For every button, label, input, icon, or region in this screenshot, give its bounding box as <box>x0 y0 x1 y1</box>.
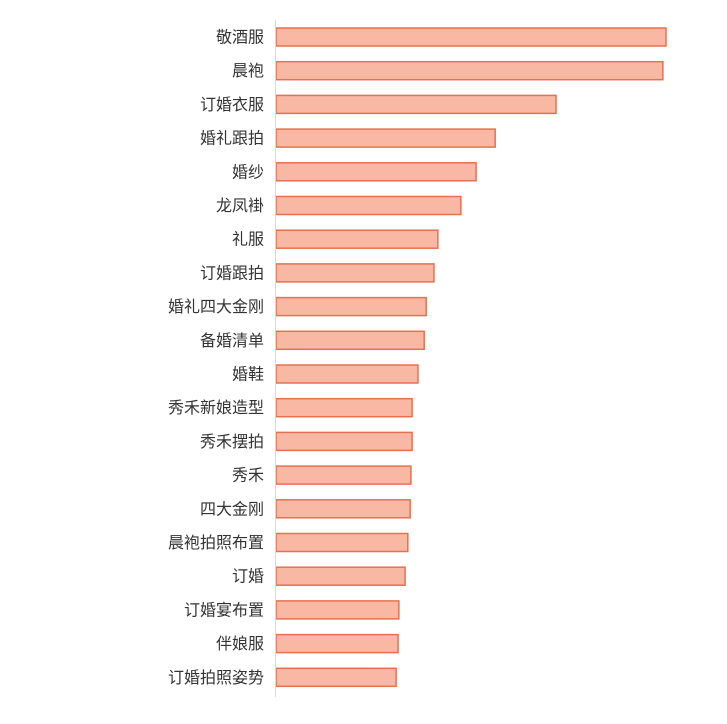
category-label: 婚礼跟拍 <box>200 129 264 148</box>
bar <box>275 60 664 81</box>
category-label: 龙凤褂 <box>216 196 264 215</box>
bar <box>275 195 462 216</box>
bar <box>275 296 427 317</box>
category-label: 晨袍拍照布置 <box>168 533 264 552</box>
category-label: 婚礼四大金刚 <box>168 297 264 316</box>
category-label: 伴娘服 <box>216 634 264 653</box>
bar <box>275 600 400 620</box>
category-label: 订婚宴布置 <box>184 600 264 619</box>
category-labels-layer: 敬酒服晨袍订婚衣服婚礼跟拍婚纱龙凤褂礼服订婚跟拍婚礼四大金刚备婚清单婚鞋秀禾新娘… <box>168 28 264 687</box>
category-label: 礼服 <box>232 230 264 249</box>
bar <box>275 566 406 586</box>
category-label: 晨袍 <box>232 61 264 80</box>
category-label: 秀禾 <box>232 466 264 485</box>
bar <box>275 27 667 47</box>
category-label: 订婚拍照姿势 <box>168 668 264 687</box>
category-label: 订婚衣服 <box>200 95 264 114</box>
bar <box>275 263 435 283</box>
category-label: 备婚清单 <box>200 331 264 350</box>
bar <box>275 499 411 519</box>
bar <box>275 532 409 553</box>
bar <box>275 667 397 688</box>
bar <box>275 94 557 115</box>
bar <box>275 364 419 384</box>
category-label: 订婚跟拍 <box>200 263 264 282</box>
bar <box>275 162 477 182</box>
bar <box>275 633 399 654</box>
category-label: 婚纱 <box>232 162 264 181</box>
category-label: 婚鞋 <box>232 365 264 384</box>
category-label: 秀禾新娘造型 <box>168 398 264 417</box>
bar <box>275 330 425 351</box>
category-label: 敬酒服 <box>216 28 264 47</box>
bars-layer <box>275 27 667 688</box>
bar <box>275 431 413 452</box>
bar <box>275 229 439 249</box>
category-label: 秀禾摆拍 <box>200 432 264 451</box>
bar <box>275 128 496 148</box>
bar <box>275 465 412 485</box>
category-label: 订婚 <box>232 567 264 586</box>
bar <box>275 397 413 418</box>
category-label: 四大金刚 <box>200 499 264 518</box>
